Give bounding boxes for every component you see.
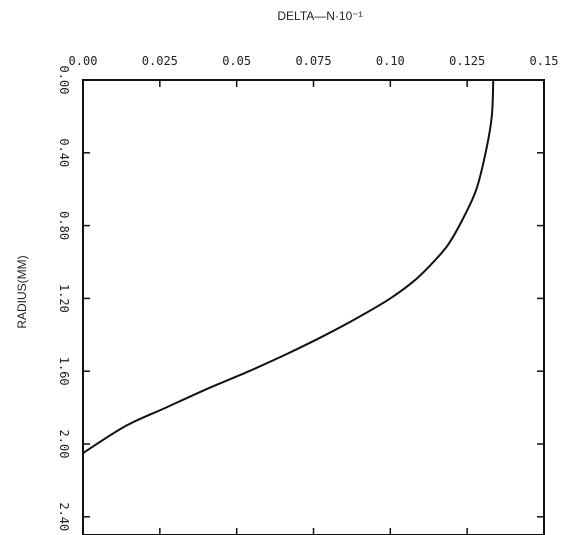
x-tick-label: 0.00 <box>69 54 98 68</box>
series-line <box>82 79 495 455</box>
x-tick-label: 0.05 <box>222 54 251 68</box>
x-tick-label: 0.15 <box>530 54 559 68</box>
x-tick-label: 0.075 <box>295 54 331 68</box>
y-ticks: 0.00 0.40 0.80 1.20 1.60 2.00 2.40 <box>57 66 544 531</box>
y-tick-label: 2.00 <box>57 430 71 459</box>
y-tick-label: 1.20 <box>57 284 71 313</box>
plot-frame <box>82 79 545 535</box>
x-tick-label: 0.125 <box>449 54 485 68</box>
y-tick-label: 0.40 <box>57 138 71 167</box>
y-tick-label: 0.00 <box>57 66 71 95</box>
x-axis-title: DELTA—N·10⁻¹ <box>277 9 362 23</box>
y-axis-title: RADIUS(MM) <box>15 255 29 328</box>
x-ticks: 0.00 0.025 0.05 0.075 0.10 0.125 0.15 <box>69 54 559 535</box>
y-tick-label: 0.80 <box>57 211 71 240</box>
y-tick-label: 2.40 <box>57 502 71 531</box>
x-tick-label: 0.10 <box>376 54 405 68</box>
y-tick-label: 1.60 <box>57 357 71 386</box>
x-tick-label: 0.025 <box>142 54 178 68</box>
